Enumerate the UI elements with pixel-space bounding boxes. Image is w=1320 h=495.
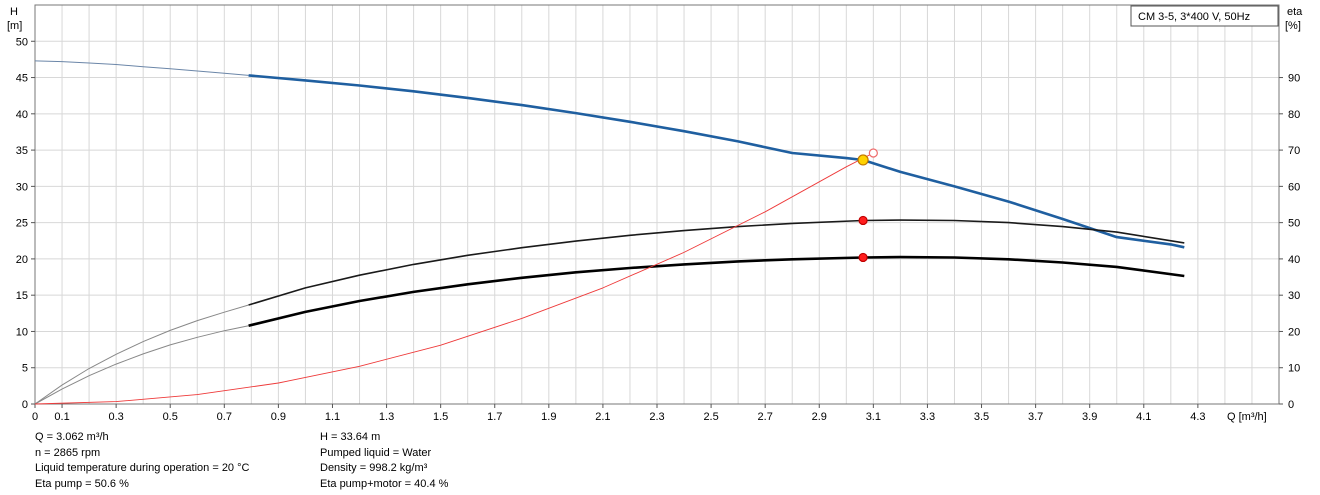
duty-point-1 — [858, 215, 868, 226]
curves — [34, 60, 1185, 405]
legend-box-text: CM 3-5, 3*400 V, 50Hz — [1138, 11, 1250, 23]
left-axis-tick-label: 35 — [16, 145, 28, 157]
x-axis-label: Q [m³/h] — [1227, 411, 1267, 423]
pump-performance-chart: 0 5 10 15 20 25 30 35 40 45 50 0 10 20 30 40 50 60 70 80 90… — [7, 4, 1303, 423]
x-axis-tick-label: 1.7 — [487, 411, 502, 423]
right-axis-tick-label: 30 — [1288, 290, 1300, 302]
x-axis-tick-label: 4.1 — [1136, 411, 1151, 423]
info-panel-right: H = 33.64 m Pumped liquid = Water Densit… — [320, 430, 448, 492]
right-axis-tick-label: 70 — [1288, 145, 1300, 157]
x-axis-tick-label: 0.7 — [217, 411, 232, 423]
x-axis-tick-label: 3.1 — [866, 411, 881, 423]
info-pumped-liquid: Pumped liquid = Water — [320, 446, 432, 459]
x-axis-ticks: 0 0.1 0.3 0.5 0.7 0.9 1.1 1.3 1.5 1.7 1.9 2.1 2.3 2.5… — [32, 404, 1206, 423]
x-axis-tick-label: 0.5 — [163, 411, 178, 423]
info-flow: Q = 3.062 m³/h — [35, 431, 109, 443]
x-axis-tick-label: 2.1 — [595, 411, 610, 423]
right-axis-tick-label: 20 — [1288, 326, 1300, 338]
left-axis-tick-label: 10 — [16, 326, 28, 338]
eta-pump-curve-extension — [34, 304, 249, 405]
x-axis-tick-label: 3.7 — [1028, 411, 1043, 423]
x-axis-tick-label: 3.5 — [974, 411, 989, 423]
x-axis-tick-label: 0.9 — [271, 411, 286, 423]
left-axis-label-top: H — [10, 6, 18, 18]
head-curve-extension — [34, 60, 249, 76]
x-axis-tick-label: 1.1 — [325, 411, 340, 423]
x-axis-tick-label: 2.3 — [649, 411, 664, 423]
info-panel-left: Q = 3.062 m³/h n = 2865 rpm Liquid tempe… — [35, 430, 249, 492]
left-axis-tick-label: 20 — [16, 254, 28, 266]
eta-pump-curve — [248, 219, 1185, 306]
duty-point-0 — [857, 154, 869, 166]
left-axis-tick-label: 30 — [16, 181, 28, 193]
x-axis-tick-label: 0.1 — [54, 411, 69, 423]
info-eta-pump-motor: Eta pump+motor = 40.4 % — [320, 477, 449, 490]
legend-box — [1130, 5, 1279, 27]
left-axis-tick-label: 5 — [22, 363, 28, 375]
info-density: Density = 998.2 kg/m³ — [320, 462, 428, 474]
grid — [35, 4, 1279, 404]
left-axis-ticks: 0 5 10 15 20 25 30 35 40 45 50 — [16, 36, 35, 411]
right-axis-tick-label: 40 — [1288, 254, 1300, 266]
x-axis-tick-label: 0.3 — [108, 411, 123, 423]
right-axis-tick-label: 60 — [1288, 181, 1300, 193]
x-axis-tick-label: 1.3 — [379, 411, 394, 423]
left-axis-label-unit: [m] — [7, 20, 22, 32]
x-axis-tick-label: 1.5 — [433, 411, 448, 423]
right-axis-ticks: 0 10 20 30 40 50 60 70 80 90 — [1279, 73, 1300, 411]
right-axis-tick-label: 10 — [1288, 363, 1300, 375]
duty-point-3 — [868, 148, 878, 158]
left-axis-tick-label: 50 — [16, 36, 28, 48]
system-curve-curve — [34, 152, 874, 405]
right-axis-label-top: eta — [1287, 6, 1303, 18]
left-axis-tick-label: 0 — [22, 399, 28, 411]
right-axis-tick-label: 50 — [1288, 218, 1300, 230]
x-axis-tick-label: 2.9 — [812, 411, 827, 423]
left-axis-tick-label: 45 — [16, 73, 28, 85]
duty-points — [857, 148, 878, 263]
x-axis-tick-label: 2.7 — [758, 411, 773, 423]
x-axis-tick-label: 0 — [32, 411, 38, 423]
left-axis-tick-label: 40 — [16, 109, 28, 121]
right-axis-tick-label: 80 — [1288, 109, 1300, 121]
head-curve — [248, 74, 1185, 249]
right-axis-tick-label: 0 — [1288, 399, 1294, 411]
info-head: H = 33.64 m — [320, 431, 381, 443]
x-axis-tick-label: 2.5 — [703, 411, 718, 423]
left-axis-tick-label: 15 — [16, 290, 28, 302]
eta-pump-motor-curve — [248, 255, 1185, 327]
x-axis-tick-label: 3.9 — [1082, 411, 1097, 423]
info-speed: n = 2865 rpm — [35, 446, 101, 459]
x-axis-tick-label: 3.3 — [920, 411, 935, 423]
eta-pump-motor-curve-extension — [34, 325, 249, 405]
info-eta-pump: Eta pump = 50.6 % — [35, 477, 129, 490]
left-axis-tick-label: 25 — [16, 218, 28, 230]
x-axis-tick-label: 1.9 — [541, 411, 556, 423]
x-axis-tick-label: 4.3 — [1190, 411, 1205, 423]
duty-point-2 — [858, 252, 868, 263]
right-axis-tick-label: 90 — [1288, 73, 1300, 85]
right-axis-label-unit: [%] — [1285, 20, 1301, 32]
info-liquid-temperature: Liquid temperature during operation = 20… — [35, 462, 250, 474]
